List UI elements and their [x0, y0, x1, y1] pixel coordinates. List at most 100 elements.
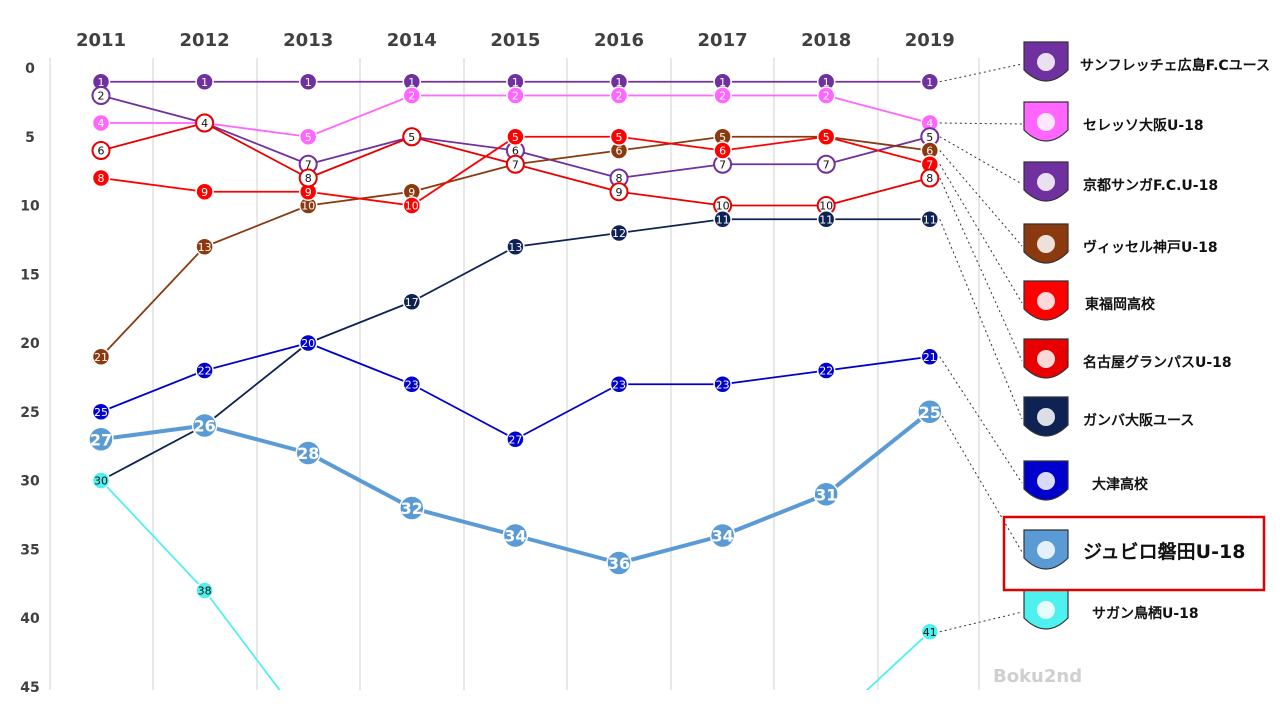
series-line-segment [203, 122, 310, 166]
legend-connector [939, 122, 1023, 125]
data-point [606, 550, 632, 576]
data-point [195, 237, 214, 256]
y-tick-label: 45 [20, 680, 39, 696]
data-label: 32 [401, 499, 423, 518]
data-point [506, 86, 525, 105]
sagan-emblem-icon [1023, 589, 1069, 630]
data-point [713, 141, 732, 160]
x-tick-label: 2011 [76, 30, 126, 51]
data-point [816, 210, 836, 229]
y-tick-label: 0 [25, 61, 35, 77]
legend-connector [939, 150, 1023, 247]
data-label: 9 [408, 186, 415, 199]
data-label: 4 [98, 117, 105, 130]
data-label: 9 [201, 186, 208, 199]
series-line-segment [865, 630, 931, 690]
x-tick-label: 2014 [387, 30, 437, 51]
data-label: 2 [616, 90, 623, 103]
data-point [402, 375, 422, 394]
series-line-segment [618, 218, 724, 234]
legend-label: サガン鳥栖U-18 [1092, 605, 1199, 622]
data-point [920, 210, 940, 229]
legend-connector [939, 611, 1023, 633]
series-line-segment [720, 492, 829, 538]
series-line-segment [100, 479, 206, 592]
grampus-emblem-icon [1023, 338, 1069, 379]
legend-label: ガンバ大阪ユース [1083, 412, 1194, 429]
data-label: 25 [919, 403, 941, 422]
series-line-segment [202, 423, 311, 455]
data-label: 23 [716, 378, 730, 391]
y-tick-label: 20 [20, 336, 40, 352]
y-tick-label: 10 [20, 199, 40, 215]
y-tick-label: 25 [20, 405, 39, 421]
data-point [298, 333, 318, 353]
data-label: 7 [719, 158, 726, 171]
data-label: 1 [616, 76, 623, 89]
higashi-fukuoka-emblem-icon [1023, 280, 1069, 321]
x-tick-label: 2013 [283, 30, 333, 51]
data-point [91, 402, 111, 421]
data-label: 2 [408, 90, 415, 103]
data-label: 13 [198, 241, 212, 254]
data-label: 7 [823, 158, 830, 171]
series-line-segment [410, 135, 517, 166]
series-line-segment [825, 177, 931, 207]
legend-label: 名古屋グランパスU-18 [1083, 354, 1232, 371]
series-line-segment [307, 300, 413, 344]
data-label: 6 [616, 145, 623, 158]
data-point [816, 86, 836, 105]
data-label: 22 [198, 365, 212, 378]
legend-label: 東福岡高校 [1085, 296, 1156, 313]
data-label: 1 [926, 76, 933, 89]
data-point [609, 86, 629, 105]
data-point [295, 440, 321, 466]
series-line-segment [306, 451, 414, 510]
data-point [920, 168, 940, 188]
series-line-segment [203, 342, 310, 372]
x-axis-years: 2011 2012 2013 2014 2015 2016 2017 2018 2019 [76, 30, 955, 51]
data-label: 11 [923, 213, 937, 226]
series-line-segment [825, 135, 931, 152]
data-point [195, 361, 214, 380]
y-axis-ticks: 0 5 10 15 20 25 30 35 40 45 [20, 61, 40, 696]
data-label: 6 [98, 145, 105, 158]
data-label: 12 [612, 227, 626, 240]
cerezo-emblem-icon [1023, 101, 1069, 142]
series-line-segment [514, 383, 620, 441]
legend-connector [939, 63, 1023, 83]
data-label: 6 [926, 145, 933, 158]
series-line-segment [514, 232, 620, 248]
data-label: 8 [98, 172, 105, 185]
data-label: 13 [508, 241, 522, 254]
series-markers: 1111111114452222242475687752113109765568… [88, 72, 943, 641]
data-point [609, 182, 629, 202]
data-point [91, 86, 111, 105]
data-point [709, 522, 736, 549]
series-line-segment [514, 149, 620, 166]
data-point [506, 127, 525, 146]
data-label: 1 [719, 76, 726, 89]
legend-label: 大津高校 [1092, 476, 1149, 493]
series-line-segment [514, 163, 620, 193]
x-tick-label: 2018 [801, 30, 851, 51]
ozu-emblem-icon [1023, 460, 1069, 501]
data-point [402, 86, 422, 105]
vissel-emblem-icon [1023, 223, 1069, 264]
data-label: 20 [301, 337, 315, 350]
data-label: 8 [616, 172, 623, 185]
series-line-segment [410, 245, 517, 303]
data-point [506, 430, 525, 449]
data-label: 41 [923, 626, 937, 639]
series-line-segment [618, 135, 724, 152]
hiroshima-emblem-icon [1023, 41, 1069, 82]
data-label: 5 [408, 131, 415, 144]
data-point [917, 399, 943, 425]
data-point [91, 113, 111, 133]
series-line-segment [825, 94, 931, 124]
x-tick-label: 2012 [180, 30, 230, 51]
data-label: 5 [512, 131, 519, 144]
data-label: 2 [823, 90, 830, 103]
